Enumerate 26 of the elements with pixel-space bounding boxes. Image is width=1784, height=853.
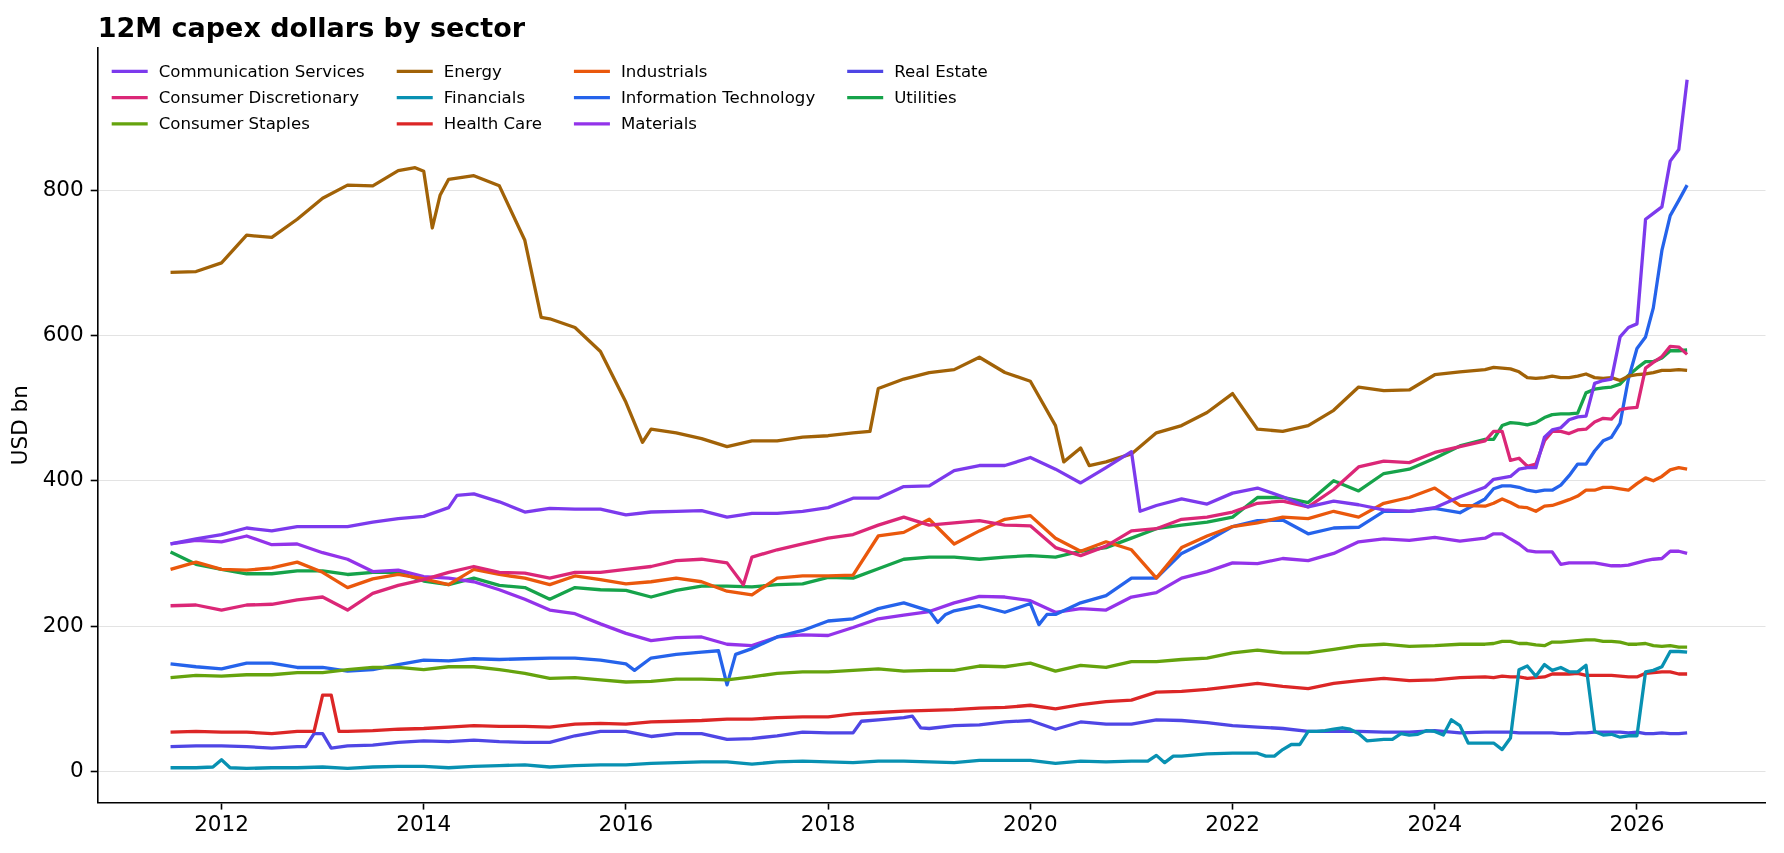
y-tick-label: 400 xyxy=(42,466,84,492)
x-tick-label: 2026 xyxy=(1609,811,1665,837)
legend-label: Industrials xyxy=(620,61,708,81)
x-tick-label: 2024 xyxy=(1407,811,1463,837)
legend-label: Financials xyxy=(443,87,526,107)
y-tick-label: 0 xyxy=(70,756,84,782)
y-axis-title: USD bn xyxy=(7,385,33,466)
x-tick-label: 2016 xyxy=(598,811,654,837)
legend-label: Utilities xyxy=(894,87,957,107)
chart-title: 12M capex dollars by sector xyxy=(97,11,526,43)
x-tick-label: 2018 xyxy=(800,811,856,837)
legend-label: Communication Services xyxy=(158,61,365,81)
x-tick-label: 2022 xyxy=(1205,811,1260,837)
legend-label: Energy xyxy=(443,61,503,81)
y-tick-label: 200 xyxy=(42,611,84,637)
x-tick-label: 2012 xyxy=(194,811,249,837)
legend-label: Consumer Discretionary xyxy=(158,87,360,107)
x-tick-label: 2020 xyxy=(1002,811,1058,837)
legend-label: Consumer Staples xyxy=(158,114,310,134)
legend-label: Information Technology xyxy=(620,87,816,107)
y-tick-label: 800 xyxy=(42,175,84,201)
y-tick-label: 600 xyxy=(42,321,84,347)
legend-label: Materials xyxy=(620,114,697,134)
x-tick-label: 2014 xyxy=(396,811,452,837)
legend-label: Health Care xyxy=(443,114,542,134)
legend-label: Real Estate xyxy=(894,61,988,81)
